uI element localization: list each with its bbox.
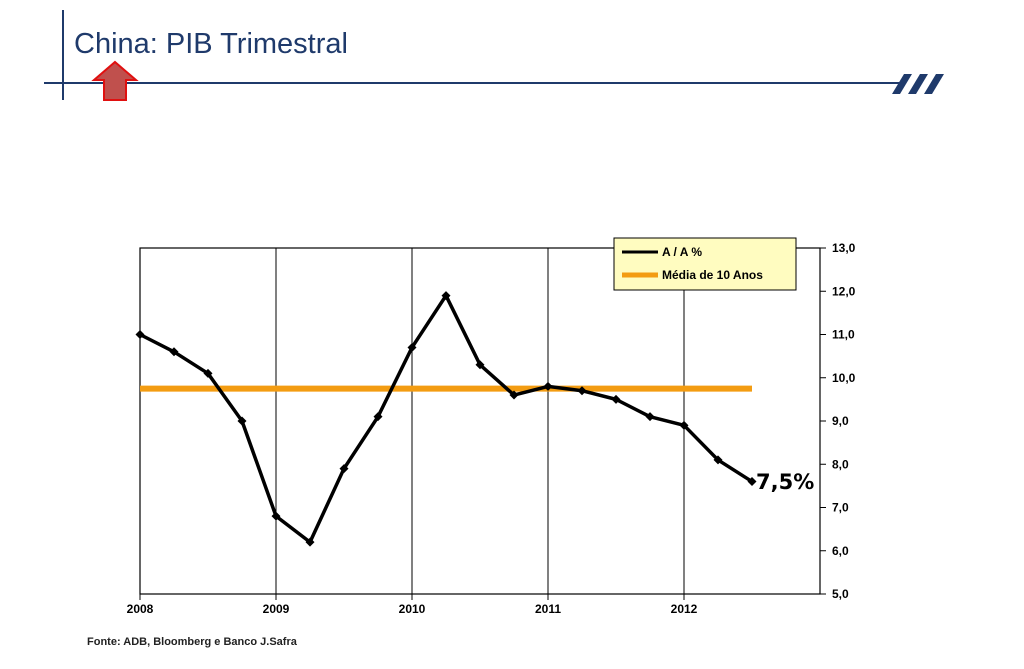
data-point	[407, 342, 417, 352]
x-tick-label: 2012	[671, 602, 698, 616]
data-point	[645, 412, 655, 422]
data-point	[577, 386, 587, 396]
data-point	[339, 464, 349, 474]
x-tick-label: 2009	[263, 602, 290, 616]
y-tick-label: 10,0	[832, 371, 856, 385]
data-point	[679, 420, 689, 430]
source-note: Fonte: ADB, Bloomberg e Banco J.Safra	[87, 636, 297, 648]
data-point	[475, 360, 485, 370]
data-point	[611, 394, 621, 404]
header-horizontal-rule	[44, 82, 904, 84]
data-point	[543, 381, 553, 391]
data-point	[373, 412, 383, 422]
legend-box	[613, 237, 797, 291]
data-point	[271, 511, 281, 521]
y-tick-label: 5,0	[832, 587, 849, 601]
y-tick-label: 9,0	[832, 414, 849, 428]
data-point	[747, 477, 757, 487]
legend-label-series-2: Média de 10 Anos	[662, 268, 763, 282]
legend-label-series-1: A / A %	[662, 245, 702, 259]
data-point	[203, 368, 213, 378]
data-point	[237, 416, 247, 426]
y-tick-label: 11,0	[832, 328, 855, 342]
bank-logo-icon	[892, 74, 944, 94]
y-tick-label: 13,0	[832, 241, 856, 255]
data-point	[713, 455, 723, 465]
data-point	[305, 537, 315, 547]
y-tick-label: 8,0	[832, 457, 849, 471]
y-tick-label: 6,0	[832, 544, 849, 558]
page-title: China: PIB Trimestral	[74, 28, 348, 60]
latest-value-callout: 7,5%	[756, 470, 815, 494]
data-point	[509, 390, 519, 400]
data-point	[441, 291, 451, 301]
header-vertical-rule	[62, 10, 64, 100]
x-tick-label: 2011	[535, 602, 561, 616]
x-tick-label: 2008	[127, 602, 154, 616]
x-tick-label: 2010	[399, 602, 426, 616]
data-point	[135, 330, 145, 339]
chart-legend: A / A % Média de 10 Anos	[613, 237, 797, 291]
y-tick-label: 7,0	[832, 501, 849, 515]
up-arrow-icon	[91, 60, 139, 101]
data-point	[169, 347, 179, 357]
y-tick-label: 12,0	[832, 284, 856, 298]
